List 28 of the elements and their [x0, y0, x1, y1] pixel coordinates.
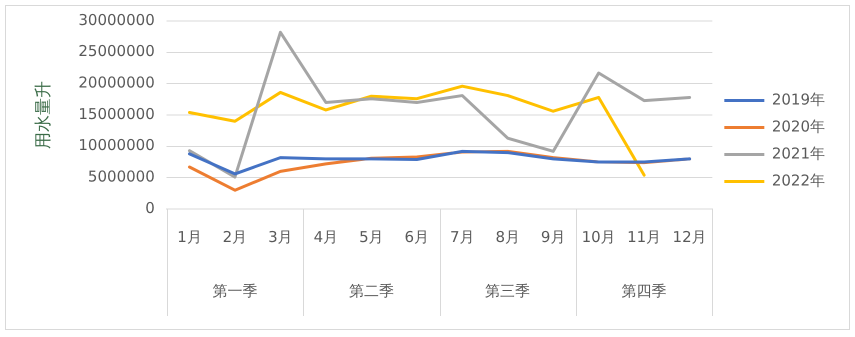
x-tick-label: 11月: [627, 228, 662, 246]
y-tick-label: 0: [145, 198, 155, 217]
x-tick-label: 3月: [268, 228, 293, 246]
x-tick-label: 10月: [582, 228, 616, 246]
text: 第三季: [485, 282, 530, 300]
legend-label: 2019年: [772, 90, 826, 108]
y-axis-title: 用水量升: [34, 81, 54, 149]
y-tick-label: 10000000: [78, 136, 155, 154]
x-tick-label: 7月: [450, 228, 475, 246]
x-tick-label: 4月: [314, 228, 338, 246]
text: 第一季: [212, 282, 258, 300]
x-tick-label: 12月: [672, 228, 707, 246]
text: 第二季: [348, 282, 394, 300]
y-tick-label: 25000000: [78, 42, 155, 60]
x-tick-label: 6月: [404, 228, 430, 246]
y-tick-label: 5000000: [88, 168, 155, 186]
x-tick-label: 8月: [495, 228, 520, 246]
text: 第四季: [622, 282, 667, 300]
legend-label: 2020年: [772, 117, 826, 136]
x-tick-label: 1月: [177, 228, 202, 246]
y-tick-label: 30000000: [78, 10, 155, 29]
legend-label: 2022年: [772, 171, 826, 190]
y-tick-label: 15000000: [78, 104, 155, 123]
x-tick-label: 9月: [540, 228, 566, 246]
legend-label: 2021年: [772, 144, 826, 162]
x-tick-label: 5月: [359, 228, 384, 246]
x-tick-label: 2月: [222, 228, 248, 246]
y-tick-label: 20000000: [78, 74, 155, 92]
